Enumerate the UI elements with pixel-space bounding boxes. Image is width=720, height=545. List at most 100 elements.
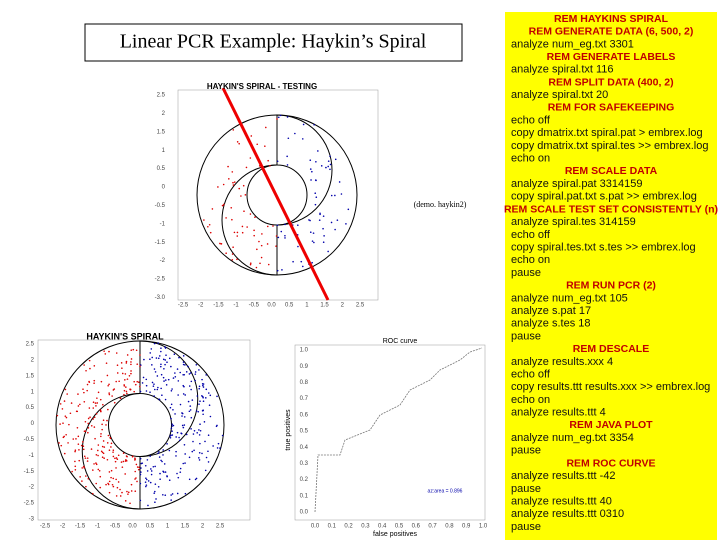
red-point <box>116 486 119 489</box>
x-tick-label: -2 <box>198 303 204 309</box>
red-point <box>119 495 122 497</box>
blue-point <box>146 470 149 472</box>
blue-point <box>202 413 204 416</box>
script-panel <box>505 12 717 540</box>
blue-point <box>183 424 186 426</box>
blue-point <box>209 415 212 418</box>
blue-point <box>188 410 191 413</box>
blue-point <box>201 395 203 397</box>
red-point <box>139 365 141 367</box>
blue-point <box>149 358 151 361</box>
blue-point <box>154 490 156 493</box>
red-point <box>103 457 105 459</box>
red-point <box>99 398 102 401</box>
blue-point <box>330 194 333 197</box>
red-point <box>126 392 128 395</box>
red-point <box>115 457 118 459</box>
blue-point <box>168 357 171 360</box>
red-point <box>126 490 128 493</box>
script-comment: REM SCALE TEST SET CONSISTENTLY (n) <box>504 203 718 215</box>
red-point <box>82 465 85 468</box>
red-point <box>107 408 109 411</box>
blue-point <box>207 450 209 453</box>
blue-point <box>172 424 175 427</box>
red-point <box>77 443 80 445</box>
red-point <box>236 141 239 143</box>
blue-point <box>174 372 176 374</box>
red-point <box>113 388 116 390</box>
red-point <box>103 350 105 352</box>
blue-point <box>174 413 176 415</box>
blue-point <box>330 221 333 224</box>
red-point <box>86 383 89 386</box>
blue-point <box>327 160 330 162</box>
plot-title: HAYKIN'S SPIRAL <box>86 331 164 341</box>
blue-point <box>173 353 176 356</box>
script-command: echo off <box>511 229 551 241</box>
red-point <box>126 354 129 356</box>
blue-point <box>164 359 167 361</box>
red-point <box>82 388 84 390</box>
blue-point <box>145 485 147 488</box>
red-point <box>264 145 266 147</box>
red-point <box>125 362 128 364</box>
blue-point <box>221 434 224 437</box>
y-tick-label: -1.5 <box>24 469 35 475</box>
blue-point <box>176 472 178 475</box>
red-point <box>100 380 103 383</box>
red-point <box>83 455 86 458</box>
blue-point <box>149 455 151 457</box>
blue-point <box>198 429 200 431</box>
blue-point <box>142 376 145 379</box>
blue-point <box>184 453 186 455</box>
x-tick-label: 1.5 <box>320 303 329 309</box>
blue-point <box>187 400 190 403</box>
red-point <box>242 184 245 187</box>
script-command: analyze s.pat 17 <box>511 305 591 317</box>
blue-point <box>157 342 160 344</box>
blue-point <box>191 399 194 401</box>
red-point <box>121 372 124 375</box>
red-point <box>211 208 214 210</box>
red-point <box>238 142 240 145</box>
red-point <box>78 449 80 451</box>
blue-point <box>203 421 206 423</box>
red-point <box>134 457 136 459</box>
blue-point <box>317 150 319 152</box>
red-point <box>93 382 95 384</box>
blue-point <box>171 425 174 427</box>
red-point <box>223 203 225 206</box>
blue-point <box>159 478 161 480</box>
blue-point <box>204 469 207 472</box>
blue-point <box>319 213 321 216</box>
blue-point <box>192 440 194 443</box>
blue-point <box>154 371 157 373</box>
red-point <box>125 390 128 393</box>
blue-point <box>314 179 317 181</box>
red-point <box>74 465 77 468</box>
blue-point <box>150 468 152 470</box>
x-tick-label: 0.8 <box>445 524 454 530</box>
red-point <box>238 187 241 190</box>
red-point <box>63 452 66 455</box>
red-point <box>78 459 81 462</box>
blue-point <box>201 378 203 381</box>
blue-point <box>194 478 197 481</box>
red-point <box>65 416 68 419</box>
red-point <box>87 478 90 480</box>
blue-point <box>155 498 157 500</box>
y-tick-label: -2.5 <box>155 277 166 283</box>
blue-point <box>178 439 181 442</box>
red-point <box>137 468 140 471</box>
plot-title: HAYKIN'S SPIRAL - TESTING <box>207 82 317 91</box>
blue-point <box>198 434 201 436</box>
red-point <box>258 240 260 243</box>
blue-point <box>198 385 201 388</box>
blue-point <box>169 435 172 437</box>
blue-point <box>209 394 212 397</box>
blue-point <box>150 470 153 472</box>
blue-point <box>141 382 144 384</box>
blue-point <box>312 232 315 234</box>
red-point <box>109 437 112 440</box>
y-tick-label: -1 <box>160 221 166 227</box>
